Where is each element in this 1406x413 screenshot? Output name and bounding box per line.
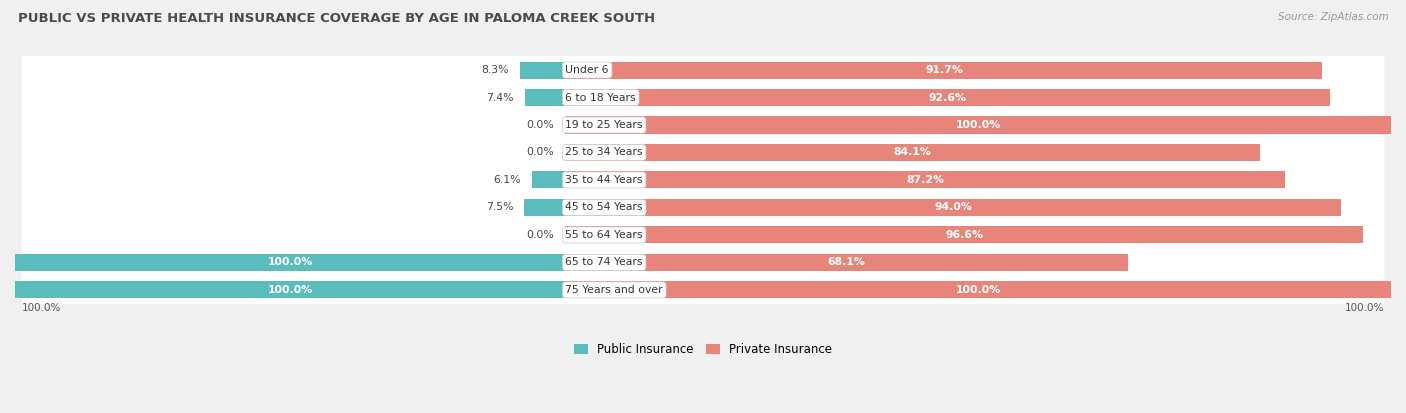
- FancyBboxPatch shape: [565, 62, 1323, 78]
- FancyBboxPatch shape: [565, 89, 1330, 106]
- Text: 92.6%: 92.6%: [928, 93, 967, 102]
- Text: 75 Years and over: 75 Years and over: [565, 285, 664, 295]
- FancyBboxPatch shape: [21, 193, 1385, 222]
- Text: 100.0%: 100.0%: [22, 303, 62, 313]
- Text: Source: ZipAtlas.com: Source: ZipAtlas.com: [1278, 12, 1389, 22]
- Text: 25 to 34 Years: 25 to 34 Years: [565, 147, 643, 157]
- Text: 35 to 44 Years: 35 to 44 Years: [565, 175, 643, 185]
- Text: 65 to 74 Years: 65 to 74 Years: [565, 257, 643, 268]
- FancyBboxPatch shape: [520, 62, 565, 78]
- Text: Under 6: Under 6: [565, 65, 609, 75]
- FancyBboxPatch shape: [565, 281, 1391, 299]
- FancyBboxPatch shape: [21, 248, 1385, 277]
- Text: 100.0%: 100.0%: [267, 285, 312, 295]
- FancyBboxPatch shape: [565, 116, 1391, 133]
- FancyBboxPatch shape: [565, 144, 1260, 161]
- Text: 100.0%: 100.0%: [1344, 303, 1384, 313]
- Text: 0.0%: 0.0%: [527, 147, 554, 157]
- Legend: Public Insurance, Private Insurance: Public Insurance, Private Insurance: [569, 338, 837, 361]
- FancyBboxPatch shape: [21, 111, 1385, 139]
- Text: 96.6%: 96.6%: [945, 230, 983, 240]
- FancyBboxPatch shape: [21, 166, 1385, 194]
- FancyBboxPatch shape: [565, 226, 1362, 244]
- Text: 87.2%: 87.2%: [907, 175, 945, 185]
- Text: 100.0%: 100.0%: [267, 257, 312, 268]
- Text: 7.4%: 7.4%: [486, 93, 513, 102]
- Text: 100.0%: 100.0%: [956, 120, 1001, 130]
- Text: 0.0%: 0.0%: [527, 120, 554, 130]
- Text: 19 to 25 Years: 19 to 25 Years: [565, 120, 643, 130]
- Text: 94.0%: 94.0%: [935, 202, 973, 212]
- FancyBboxPatch shape: [21, 56, 1385, 84]
- FancyBboxPatch shape: [524, 199, 565, 216]
- FancyBboxPatch shape: [565, 254, 1128, 271]
- Text: 100.0%: 100.0%: [956, 285, 1001, 295]
- Text: PUBLIC VS PRIVATE HEALTH INSURANCE COVERAGE BY AGE IN PALOMA CREEK SOUTH: PUBLIC VS PRIVATE HEALTH INSURANCE COVER…: [18, 12, 655, 25]
- FancyBboxPatch shape: [565, 199, 1341, 216]
- FancyBboxPatch shape: [21, 83, 1385, 112]
- Text: 45 to 54 Years: 45 to 54 Years: [565, 202, 643, 212]
- Text: 55 to 64 Years: 55 to 64 Years: [565, 230, 643, 240]
- Text: 6.1%: 6.1%: [494, 175, 520, 185]
- Text: 6 to 18 Years: 6 to 18 Years: [565, 93, 636, 102]
- FancyBboxPatch shape: [21, 221, 1385, 249]
- FancyBboxPatch shape: [15, 281, 565, 299]
- FancyBboxPatch shape: [531, 171, 565, 188]
- FancyBboxPatch shape: [21, 275, 1385, 304]
- Text: 91.7%: 91.7%: [925, 65, 963, 75]
- Text: 8.3%: 8.3%: [481, 65, 509, 75]
- Text: 68.1%: 68.1%: [828, 257, 866, 268]
- FancyBboxPatch shape: [21, 138, 1385, 167]
- FancyBboxPatch shape: [15, 254, 565, 271]
- FancyBboxPatch shape: [565, 171, 1285, 188]
- Text: 84.1%: 84.1%: [894, 147, 932, 157]
- FancyBboxPatch shape: [524, 89, 565, 106]
- Text: 0.0%: 0.0%: [527, 230, 554, 240]
- Text: 7.5%: 7.5%: [485, 202, 513, 212]
